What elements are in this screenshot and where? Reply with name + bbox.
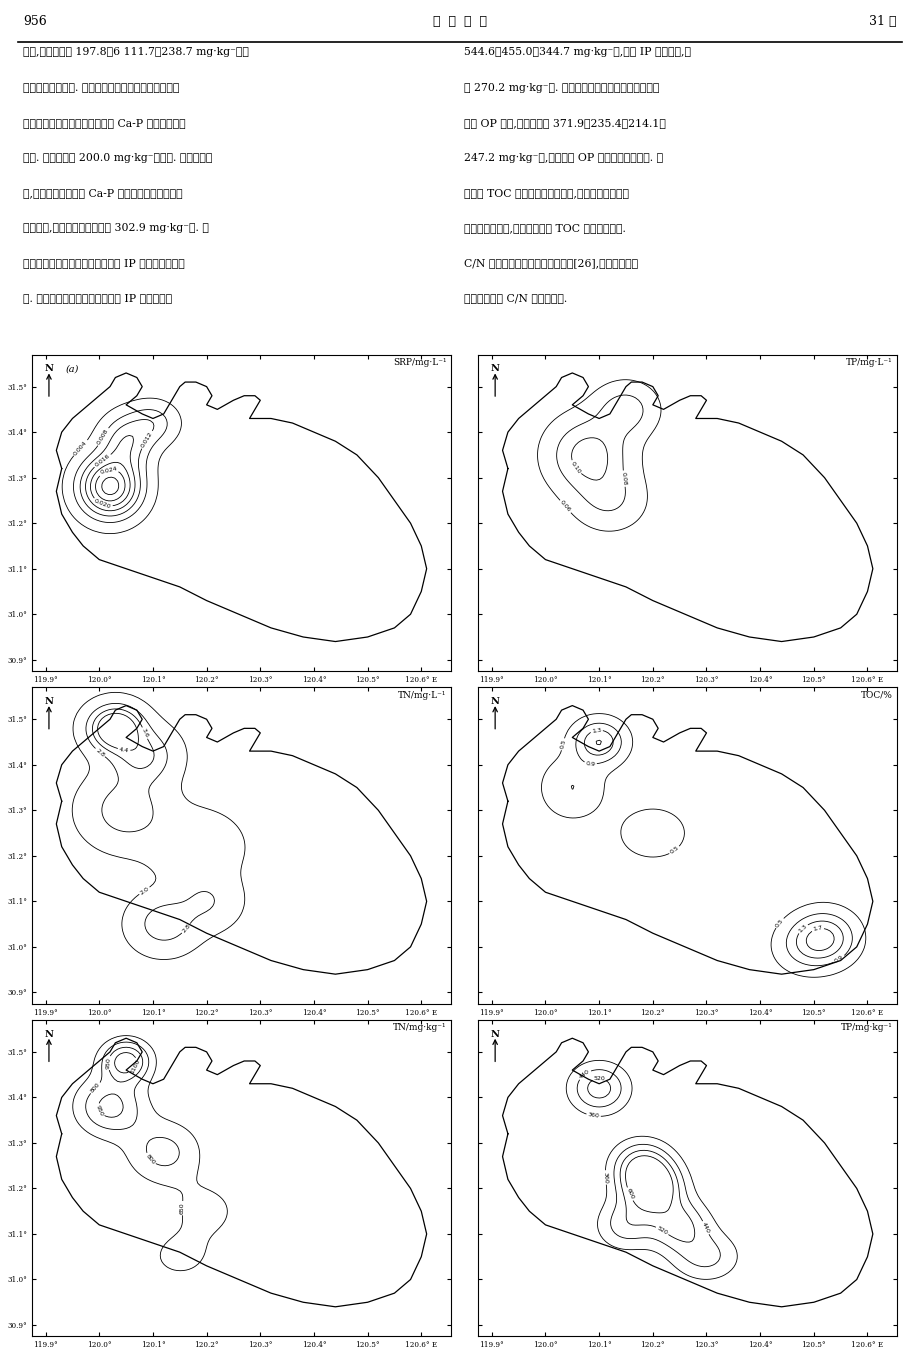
Text: 1.3: 1.3	[591, 727, 601, 734]
Text: 31 卷: 31 卷	[868, 15, 896, 28]
Text: 2.8: 2.8	[95, 747, 106, 758]
Text: 247.2 mg·kg⁻１,太湖西部 OP 明显高于其他湖区. 沉: 247.2 mg·kg⁻１,太湖西部 OP 明显高于其他湖区. 沉	[464, 153, 663, 162]
Text: TOC/%: TOC/%	[860, 691, 891, 700]
Text: SRP/mg·L⁻¹: SRP/mg·L⁻¹	[392, 357, 446, 367]
Text: 544.6、455.0、344.7 mg·kg⁻１,湖心 IP 含量最低,约: 544.6、455.0、344.7 mg·kg⁻１,湖心 IP 含量最低,约	[464, 47, 690, 57]
Text: 440: 440	[700, 1221, 709, 1233]
Text: TN/mg·L⁻¹: TN/mg·L⁻¹	[398, 691, 446, 700]
Text: 1.7: 1.7	[811, 925, 823, 933]
Text: 1100: 1100	[130, 1059, 141, 1075]
Text: 区. 其中笺山湾、五里湖及梅梁湾 IP 含量分别为: 区. 其中笺山湾、五里湖及梅梁湾 IP 含量分别为	[23, 294, 172, 303]
Text: 含量. 其均値均在 200.0 mg·kg⁻１以上. 値得注意的: 含量. 其均値均在 200.0 mg·kg⁻１以上. 値得注意的	[23, 153, 212, 162]
Text: 是,东太湖及南太湖的 Ca-P 含量高于太湖西北部及: 是,东太湖及南太湖的 Ca-P 含量高于太湖西北部及	[23, 188, 183, 198]
Text: 4.4: 4.4	[119, 746, 130, 753]
Text: 0.10: 0.10	[569, 460, 581, 474]
Text: N: N	[44, 364, 53, 374]
Text: 部、胥口湾、南太湖及东太湖的 Ca-P 显示出较高的: 部、胥口湾、南太湖及东太湖的 Ca-P 显示出较高的	[23, 118, 186, 127]
Text: 0.08: 0.08	[620, 471, 627, 486]
Text: 0.5: 0.5	[559, 739, 566, 750]
Text: 650: 650	[180, 1202, 185, 1215]
Text: 800: 800	[144, 1154, 156, 1166]
Text: 0.5: 0.5	[668, 845, 679, 856]
Text: 及南太湖是高 C/N 的主要区域.: 及南太湖是高 C/N 的主要区域.	[464, 294, 567, 303]
Text: 0.06: 0.06	[559, 500, 571, 513]
Text: 3.6: 3.6	[141, 727, 149, 739]
Text: 及东太湖等湖区,湖心及贡湖湾 TOC 含量相对偏低.: 及东太湖等湖区,湖心及贡湖湾 TOC 含量相对偏低.	[464, 223, 626, 233]
Text: 0.9: 0.9	[584, 761, 596, 766]
Text: 环  境  科  学: 环 境 科 学	[433, 15, 486, 28]
Text: 里湖、梅梁湾、笺山湾及东太湖的 IP 含量高于其他湖: 里湖、梅梁湾、笺山湾及东太湖的 IP 含量高于其他湖	[23, 259, 185, 268]
Text: N: N	[44, 697, 53, 705]
Text: 湖区,其値分别为 197.8、6 111.7、238.7 mg·kg⁻１，: 湖区,其値分别为 197.8、6 111.7、238.7 mg·kg⁻１，	[23, 47, 249, 57]
Text: 湖的 OP 较高,含量分别为 371.9、235.4、214.1、: 湖的 OP 较高,含量分别为 371.9、235.4、214.1、	[464, 118, 665, 127]
Text: N: N	[490, 1029, 499, 1039]
Text: 0.5: 0.5	[774, 918, 784, 929]
Text: 950: 950	[106, 1057, 111, 1068]
Text: 0.016: 0.016	[94, 454, 111, 468]
Text: 为 270.2 mg·kg⁻１. 太湖西部、五里湖、笺山湾及东太: 为 270.2 mg·kg⁻１. 太湖西部、五里湖、笺山湾及东太	[464, 83, 659, 92]
Text: TN/mg·kg⁻¹: TN/mg·kg⁻¹	[392, 1024, 446, 1032]
Text: (a): (a)	[65, 364, 79, 374]
Text: C/N 反映了沉积物中有机质的来源[26],笺山湾、湖心: C/N 反映了沉积物中有机质的来源[26],笺山湾、湖心	[464, 259, 638, 268]
Text: 800: 800	[90, 1082, 101, 1094]
Text: N: N	[44, 1029, 53, 1039]
Text: 440: 440	[578, 1068, 590, 1080]
Text: 520: 520	[655, 1225, 668, 1236]
Text: 其他湖区相差不大. 五里湖、梅梁湾、笺山湾、太湖西: 其他湖区相差不大. 五里湖、梅梁湾、笺山湾、太湖西	[23, 83, 179, 92]
Text: N: N	[490, 364, 499, 374]
Text: TP/mg·L⁻¹: TP/mg·L⁻¹	[845, 357, 891, 367]
Text: 2.0: 2.0	[139, 886, 150, 895]
Text: 积物中 TOC 的高値分布于笺山湾,梅梁湾、太湖西部: 积物中 TOC 的高値分布于笺山湾,梅梁湾、太湖西部	[464, 188, 629, 198]
Text: 0.004: 0.004	[73, 440, 88, 456]
Text: 0.008: 0.008	[96, 428, 109, 445]
Text: 0.020: 0.020	[94, 498, 111, 510]
Text: 520: 520	[593, 1076, 605, 1082]
Text: 600: 600	[625, 1187, 634, 1201]
Text: 0.9: 0.9	[833, 955, 844, 964]
Text: 2.8: 2.8	[181, 923, 191, 934]
Text: 360: 360	[586, 1113, 599, 1120]
Text: 其他湖区,东太湖含量最高达到 302.9 mg·kg⁻１. 五: 其他湖区,东太湖含量最高达到 302.9 mg·kg⁻１. 五	[23, 223, 209, 233]
Text: 360: 360	[602, 1171, 607, 1183]
Text: 1.3: 1.3	[797, 923, 807, 934]
Text: N: N	[490, 697, 499, 705]
Text: 0.024: 0.024	[99, 466, 118, 475]
Text: TP/mg·kg⁻¹: TP/mg·kg⁻¹	[840, 1024, 891, 1032]
Text: 0.012: 0.012	[140, 431, 153, 448]
Text: 950: 950	[95, 1104, 104, 1117]
Text: 956: 956	[23, 15, 47, 28]
